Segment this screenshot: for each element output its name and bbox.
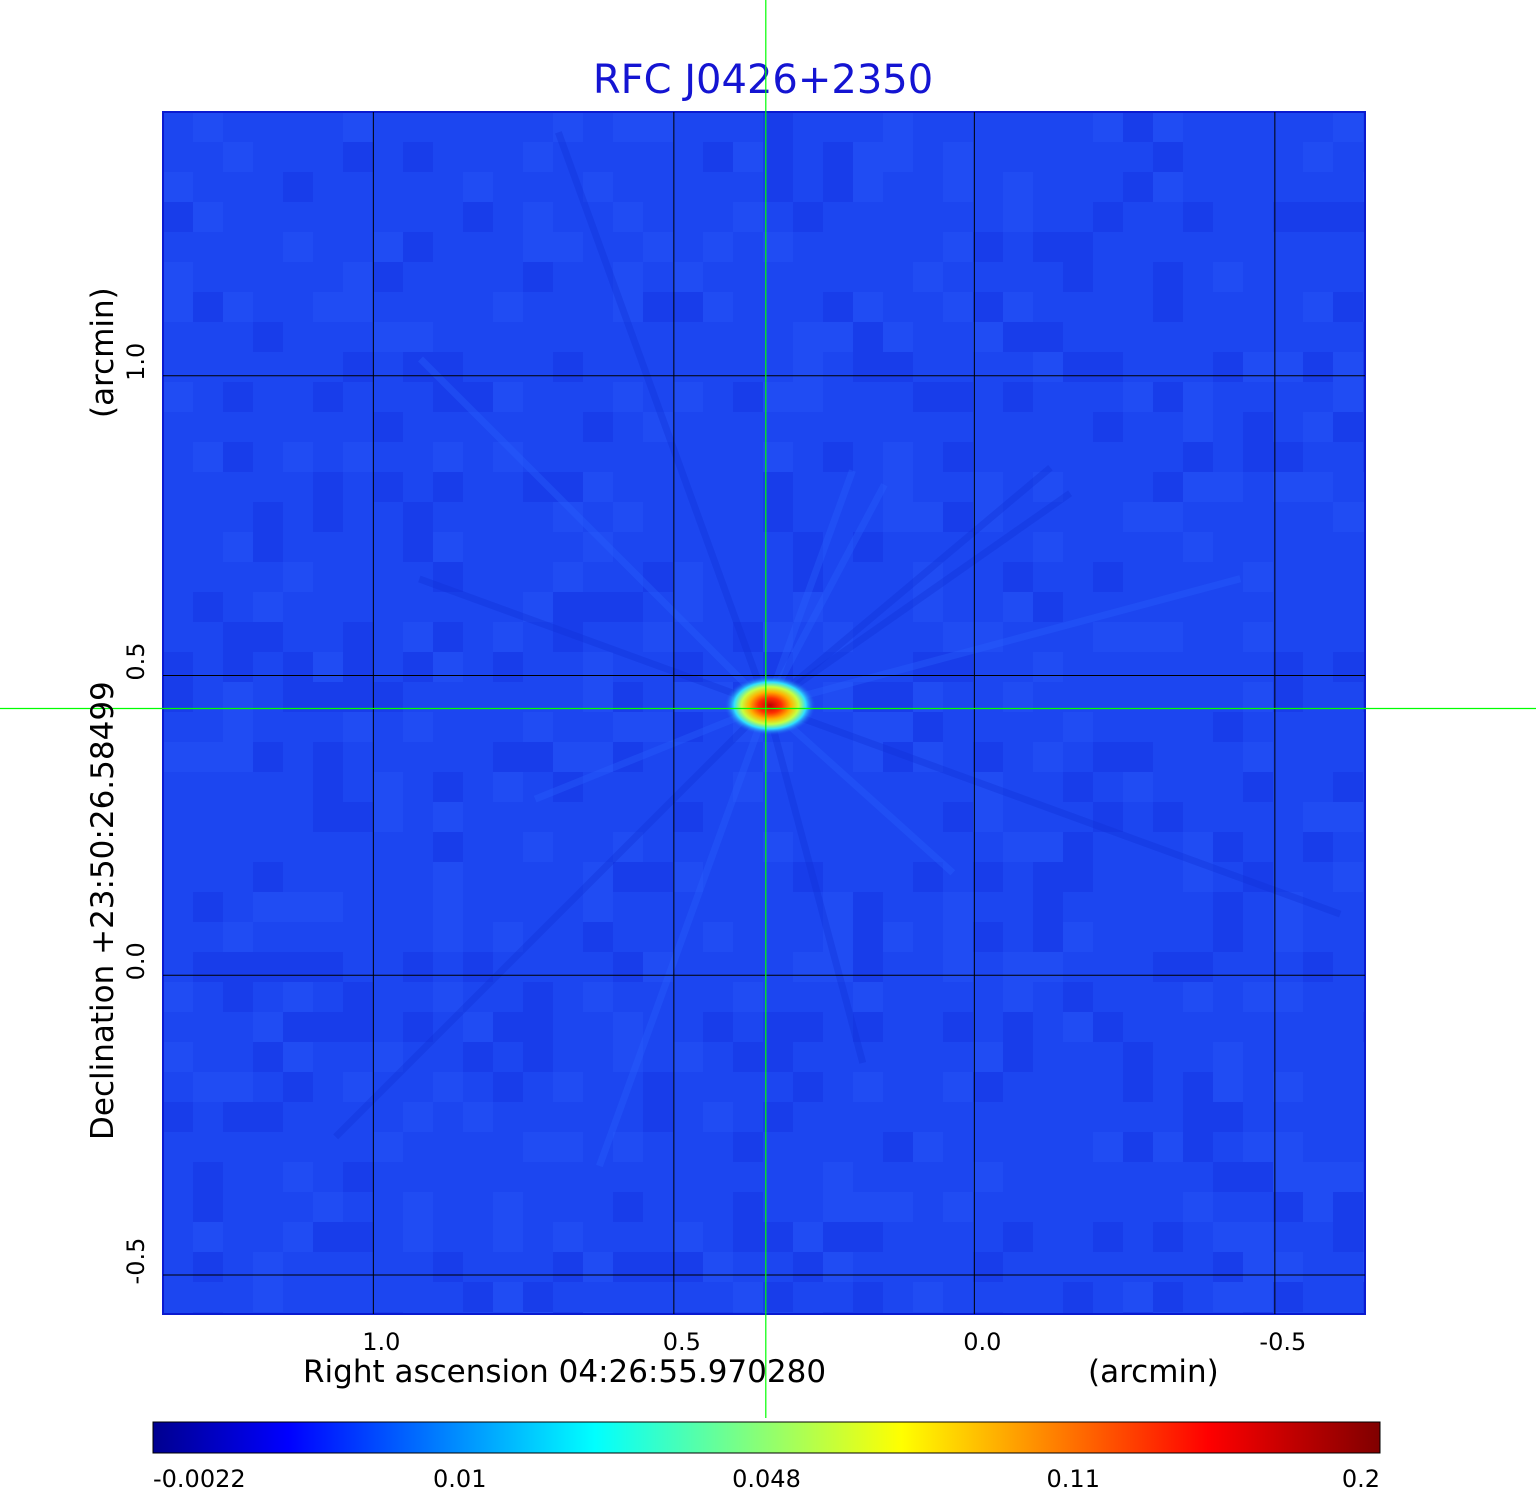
x-tick-label: 0.5 bbox=[663, 1328, 701, 1356]
sidelobe-streaks bbox=[333, 131, 1342, 1168]
colorbar-tick-label: 0.048 bbox=[732, 1465, 801, 1493]
y-tick-label: 0.0 bbox=[122, 942, 150, 980]
x-axis-label: Right ascension 04:26:55.970280 bbox=[303, 1354, 826, 1390]
x-axis-unit: (arcmin) bbox=[1088, 1354, 1219, 1390]
colorbar-tick-label: -0.0022 bbox=[153, 1465, 246, 1493]
y-axis-unit: (arcmin) bbox=[85, 287, 121, 418]
colorbar-tick-labels: -0.0022 0.01 0.048 0.11 0.2 bbox=[153, 1465, 1380, 1493]
image-noise bbox=[163, 112, 1365, 1314]
y-tick-label: 1.0 bbox=[122, 343, 150, 381]
grid-lines bbox=[163, 112, 1365, 1314]
source-peak bbox=[724, 675, 817, 736]
plot-frame bbox=[162, 111, 1366, 1315]
x-tick-label: 1.0 bbox=[362, 1328, 400, 1356]
x-tick-label: 0.0 bbox=[963, 1328, 1001, 1356]
chart-title: RFC J0426+2350 bbox=[593, 57, 933, 103]
y-tick-label: 0.5 bbox=[122, 642, 150, 680]
x-tick-labels: 1.0 0.5 0.0 -0.5 bbox=[362, 1328, 1306, 1356]
colorbar bbox=[152, 1421, 1381, 1454]
y-tick-labels: 1.0 0.5 0.0 -0.5 bbox=[122, 343, 150, 1285]
colorbar-tick-label: 0.11 bbox=[1047, 1465, 1100, 1493]
y-tick-label: -0.5 bbox=[122, 1238, 150, 1285]
colorbar-tick-label: 0.2 bbox=[1342, 1465, 1380, 1493]
y-axis-label: Declination +23:50:26.58499 bbox=[85, 681, 121, 1140]
x-tick-label: -0.5 bbox=[1259, 1328, 1306, 1356]
colorbar-tick-label: 0.01 bbox=[433, 1465, 486, 1493]
